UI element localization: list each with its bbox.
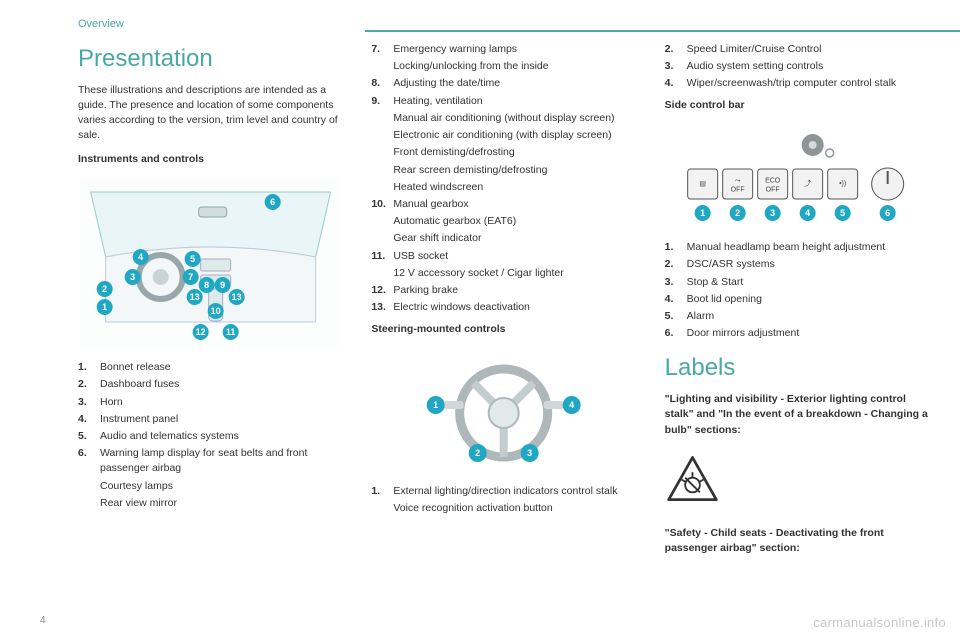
column-1: Presentation These illustrations and des… — [78, 42, 343, 563]
svg-text:5: 5 — [190, 254, 195, 264]
svg-text:•)): •)) — [839, 180, 846, 187]
svg-text:2: 2 — [735, 208, 740, 218]
svg-text:3: 3 — [130, 272, 135, 282]
svg-text:2: 2 — [102, 284, 107, 294]
controlbar-illustration: ▤ ⤳ OFF ECO OFF ⤴ •)) 1 2 3 4 5 6 — [665, 127, 930, 227]
sub-9a: Manual air conditioning (without display… — [393, 111, 636, 126]
svg-text:6: 6 — [270, 197, 275, 207]
warning-triangle-icon — [665, 452, 720, 507]
sub-courtesy: Courtesy lamps — [100, 479, 343, 494]
svg-text:12: 12 — [196, 327, 206, 337]
watermark: carmanualsonline.info — [813, 615, 946, 630]
svg-text:6: 6 — [885, 208, 890, 218]
sub-voice: Voice recognition activation button — [393, 501, 636, 516]
svg-text:13: 13 — [232, 292, 242, 302]
svg-text:▤: ▤ — [699, 180, 706, 187]
header-rule — [365, 30, 960, 32]
svg-text:4: 4 — [569, 400, 574, 410]
svg-text:⤳: ⤳ — [735, 177, 741, 184]
sub-9c: Front demisting/defrosting — [393, 145, 636, 160]
svg-text:8: 8 — [204, 280, 209, 290]
page-number: 4 — [40, 615, 46, 626]
svg-text:1: 1 — [102, 302, 107, 312]
svg-text:OFF: OFF — [730, 186, 744, 193]
list-instruments: 1.Bonnet release 2.Dashboard fuses 3.Hor… — [78, 360, 343, 477]
list-steering-cont: 2.Speed Limiter/Cruise Control 3.Audio s… — [665, 42, 930, 92]
sub-11: 12 V accessory socket / Cigar lighter — [393, 266, 636, 281]
svg-text:ECO: ECO — [765, 177, 781, 184]
svg-text:4: 4 — [805, 208, 810, 218]
sub-10a: Automatic gearbox (EAT6) — [393, 214, 636, 229]
svg-text:OFF: OFF — [765, 186, 779, 193]
heading-steering: Steering-mounted controls — [371, 322, 636, 337]
heading-instruments: Instruments and controls — [78, 152, 343, 167]
svg-text:13: 13 — [190, 292, 200, 302]
intro-text: These illustrations and descriptions are… — [78, 83, 343, 144]
sub-10b: Gear shift indicator — [393, 231, 636, 246]
content-columns: Presentation These illustrations and des… — [0, 42, 960, 563]
svg-text:⤴: ⤴ — [804, 178, 811, 187]
svg-text:3: 3 — [770, 208, 775, 218]
dashboard-illustration: 1 2 3 4 5 6 7 8 9 10 11 12 13 13 — [78, 177, 343, 347]
column-3: 2.Speed Limiter/Cruise Control 3.Audio s… — [665, 42, 930, 563]
title-labels: Labels — [665, 351, 930, 386]
sub-locking: Locking/unlocking from the inside — [393, 59, 636, 74]
svg-text:7: 7 — [188, 272, 193, 282]
svg-text:3: 3 — [527, 448, 532, 458]
svg-text:5: 5 — [840, 208, 845, 218]
sub-9b: Electronic air conditioning (with displa… — [393, 128, 636, 143]
labels-para1: "Lighting and visibility - Exterior ligh… — [665, 392, 930, 438]
svg-text:1: 1 — [700, 208, 705, 218]
svg-text:11: 11 — [226, 327, 236, 337]
svg-text:2: 2 — [475, 448, 480, 458]
sub-9d: Rear screen demisting/defrosting — [393, 163, 636, 178]
title-presentation: Presentation — [78, 42, 343, 77]
svg-text:1: 1 — [433, 400, 438, 410]
svg-text:9: 9 — [220, 280, 225, 290]
list-steering: 1.External lighting/direction indicators… — [371, 484, 636, 499]
svg-text:10: 10 — [211, 306, 221, 316]
svg-text:4: 4 — [138, 252, 143, 262]
sub-mirror: Rear view mirror — [100, 496, 343, 511]
breadcrumb: Overview — [0, 0, 960, 42]
column-2: 7.Emergency warning lamps Locking/unlock… — [371, 42, 636, 563]
labels-para2: "Safety - Child seats - Deactivating the… — [665, 526, 930, 556]
heading-sidebar: Side control bar — [665, 98, 930, 113]
list-sidebar: 1.Manual headlamp beam height adjustment… — [665, 240, 930, 341]
list-instruments-cont: 7.Emergency warning lamps — [371, 42, 636, 57]
sub-9e: Heated windscreen — [393, 180, 636, 195]
steering-illustration: 1 2 3 4 — [371, 351, 636, 471]
